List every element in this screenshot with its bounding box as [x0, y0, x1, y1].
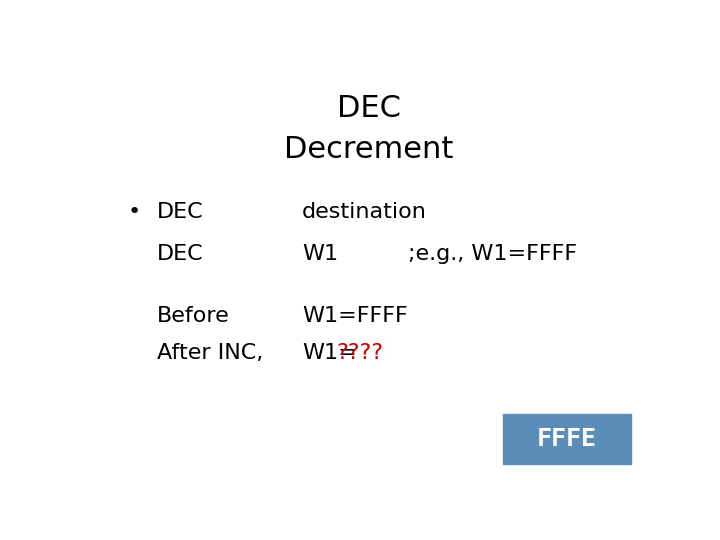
Text: Decrement: Decrement: [284, 136, 454, 165]
Text: DEC: DEC: [337, 94, 401, 123]
Text: W1=FFFF: W1=FFFF: [302, 306, 408, 326]
Text: W1=: W1=: [302, 343, 357, 363]
Text: DEC: DEC: [157, 202, 204, 222]
Text: destination: destination: [302, 202, 427, 222]
Text: FFFE: FFFE: [537, 427, 597, 451]
Text: ????: ????: [337, 343, 384, 363]
Text: DEC: DEC: [157, 244, 204, 264]
Text: W1: W1: [302, 244, 338, 264]
Text: Before: Before: [157, 306, 230, 326]
Text: •: •: [128, 202, 141, 222]
Text: ;e.g., W1=FFFF: ;e.g., W1=FFFF: [408, 244, 577, 264]
FancyBboxPatch shape: [503, 414, 631, 464]
Text: After INC,: After INC,: [157, 343, 264, 363]
